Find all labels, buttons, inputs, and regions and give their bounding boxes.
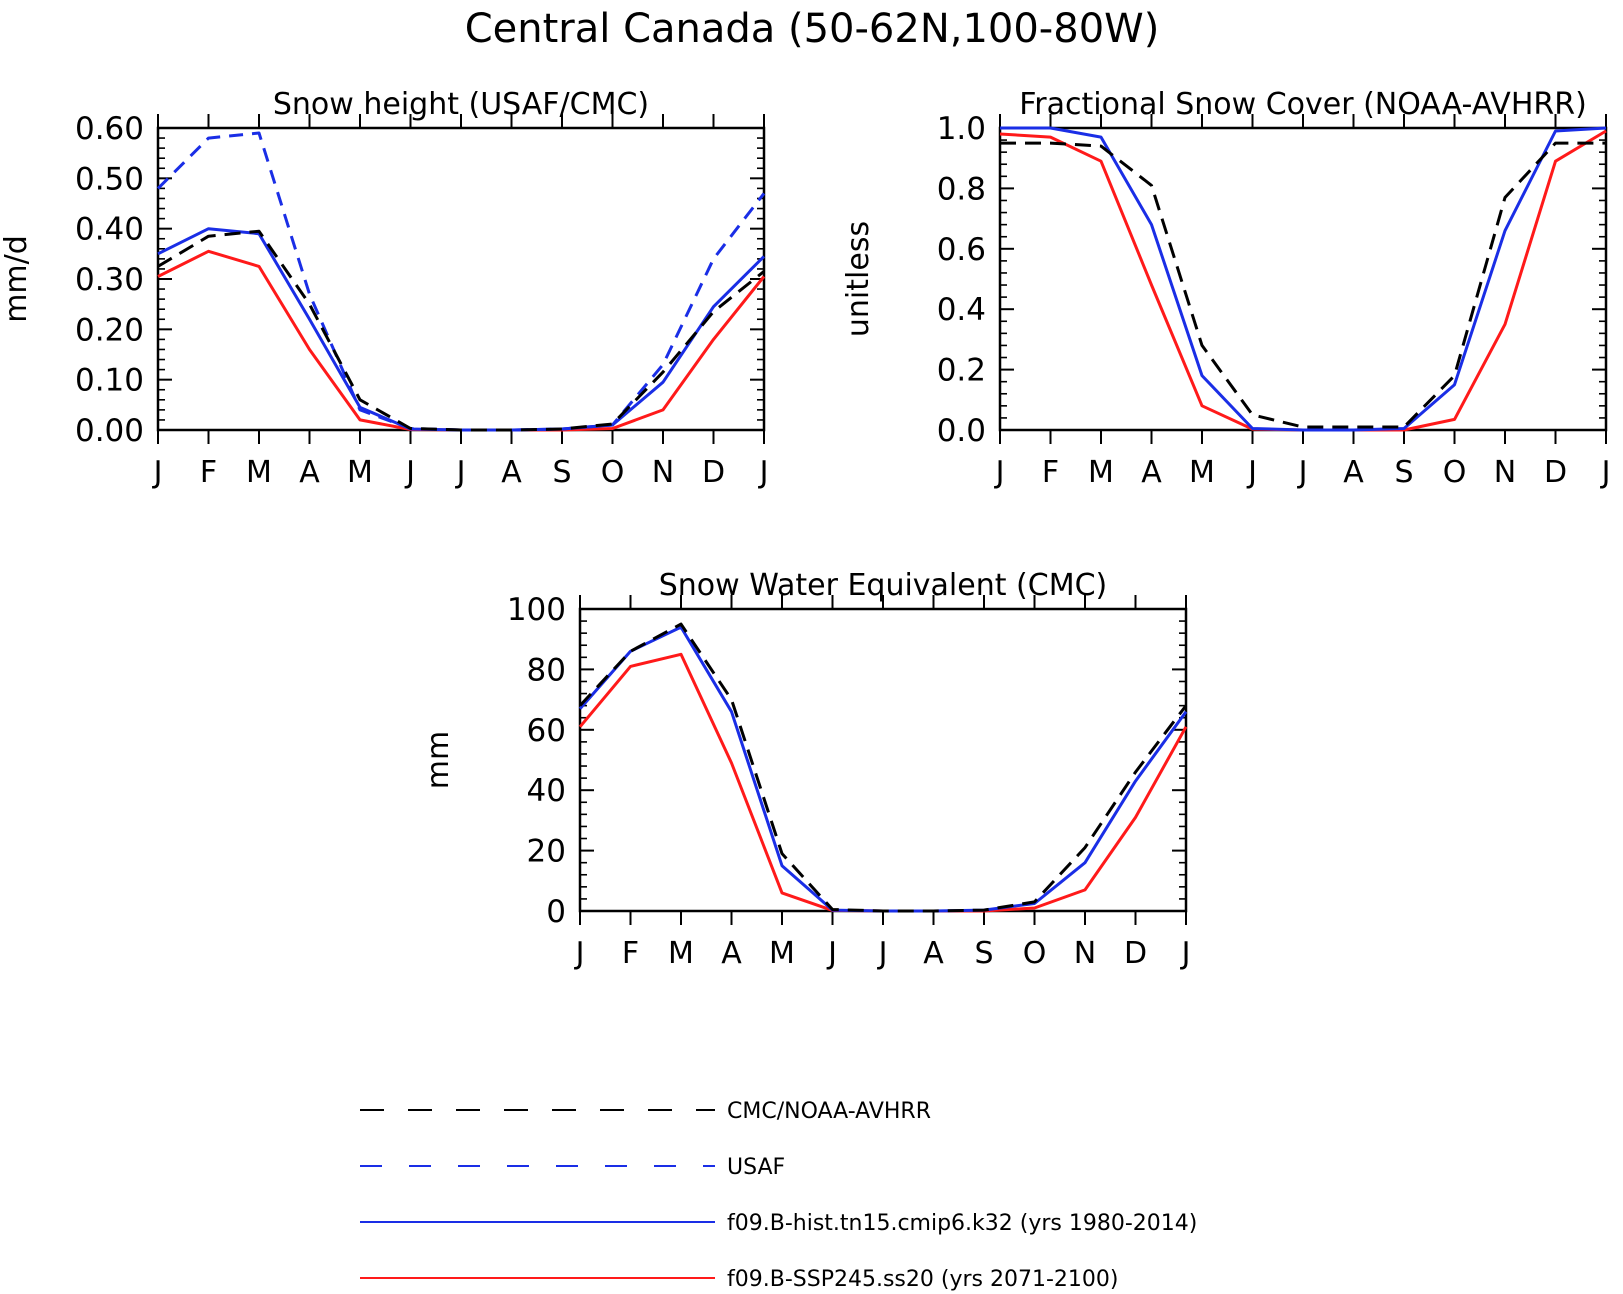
fractional-snow-cover-panel: Fractional Snow Cover (NOAA-AVHRR)unitle… [841,87,1610,490]
y-tick-label: 0.0 [937,413,986,449]
x-tick-label: M [769,936,795,971]
y-tick-label: 1.0 [937,111,986,147]
snow-height-frame [156,126,766,432]
x-tick-label: M [246,455,272,490]
y-tick-label: 0.30 [75,262,144,298]
snow-height-series-hist-line [157,227,766,432]
x-tick-label: O [1023,936,1047,971]
x-tick-label: O [1443,455,1467,490]
snow-height-series-usaf-line [156,131,766,432]
x-tick-label: J [1600,455,1611,490]
x-tick-label: A [721,936,742,971]
legend-label-usaf: USAF [727,1155,785,1180]
legend-label-obs: CMC/NOAA-AVHRR [727,1099,931,1124]
x-tick-label: J [152,455,163,490]
x-tick-label: J [826,936,837,971]
x-tick-label: M [347,455,373,490]
main-title: Central Canada (50-62N,100-80W) [465,6,1160,52]
y-tick-label: 0.20 [75,312,144,348]
legend-label-hist: f09.B-hist.tn15.cmip6.k32 (yrs 1980-2014… [727,1211,1197,1236]
snow-water-equivalent-frame [578,607,1188,913]
x-tick-label: J [574,936,585,971]
x-tick-label: F [622,936,639,971]
snow-height-series-ssp-line [157,249,766,432]
y-tick-label: 0.8 [937,171,986,207]
y-tick-label: 100 [507,592,566,628]
x-tick-label: A [1343,455,1364,490]
x-tick-label: F [1042,455,1059,490]
chart-panels: Snow height (USAF/CMC)mm/d0.000.100.200.… [0,87,1610,971]
x-tick-label: J [455,455,466,490]
fractional-snow-cover-series-hist-line [1000,126,1607,432]
x-tick-label: J [758,455,769,490]
x-tick-label: S [552,455,571,490]
y-tick-label: 0.4 [937,292,986,328]
x-tick-label: S [1394,455,1413,490]
x-tick-label: J [877,936,888,971]
x-tick-label: M [668,936,694,971]
x-tick-label: A [923,936,944,971]
x-tick-label: J [1246,455,1257,490]
y-tick-label: 0.40 [75,212,144,248]
fractional-snow-cover-series-obs-line [1000,141,1606,429]
y-tick-label: 0.60 [75,111,144,147]
x-tick-label: N [1074,936,1096,971]
fractional-snow-cover-frame [998,126,1608,432]
x-tick-label: O [601,455,625,490]
x-tick-label: J [994,455,1005,490]
y-tick-label: 20 [527,834,566,870]
x-tick-label: N [1494,455,1516,490]
y-tick-label: 80 [527,652,566,688]
snow-height-series-obs-line [157,229,765,432]
y-tick-label: 40 [527,773,566,809]
snow-water-equivalent-series-obs-line [578,622,1188,913]
x-tick-label: D [1544,455,1567,490]
snow-water-equivalent-panel: Snow Water Equivalent (CMC)mm02040608010… [421,568,1190,971]
legend-label-ssp: f09.B-SSP245.ss20 (yrs 2071-2100) [727,1267,1118,1292]
x-tick-label: M [1088,455,1114,490]
x-tick-label: A [1141,455,1162,490]
fractional-snow-cover-series-ssp-line [999,129,1607,432]
y-tick-label: 0 [546,894,566,930]
y-tick-label: 0.6 [937,232,986,268]
y-tick-label: 0.2 [937,353,986,389]
snow-height-panel: Snow height (USAF/CMC)mm/d0.000.100.200.… [0,87,768,490]
snow-water-equivalent-series-ssp-line [578,652,1188,913]
fractional-snow-cover-ylabel: unitless [841,221,876,337]
x-tick-label: A [501,455,522,490]
x-tick-label: J [404,455,415,490]
x-tick-label: D [1124,936,1147,971]
x-tick-label: S [974,936,993,971]
x-tick-label: N [652,455,674,490]
y-tick-label: 60 [527,713,566,749]
y-tick-label: 0.10 [75,363,144,399]
snow-height-ylabel: mm/d [0,235,34,323]
x-tick-label: M [1189,455,1215,490]
snow-water-equivalent-series-hist-line [578,625,1188,913]
legend: CMC/NOAA-AVHRR USAF f09.B-hist.tn15.cmip6.… [360,1099,1197,1292]
x-tick-label: A [299,455,320,490]
y-tick-label: 0.00 [75,413,144,449]
x-tick-label: D [702,455,725,490]
y-tick-label: 0.50 [75,161,144,197]
x-tick-label: J [1297,455,1308,490]
x-tick-label: F [200,455,217,490]
snow-water-equivalent-ylabel: mm [421,731,456,789]
x-tick-label: J [1180,936,1191,971]
